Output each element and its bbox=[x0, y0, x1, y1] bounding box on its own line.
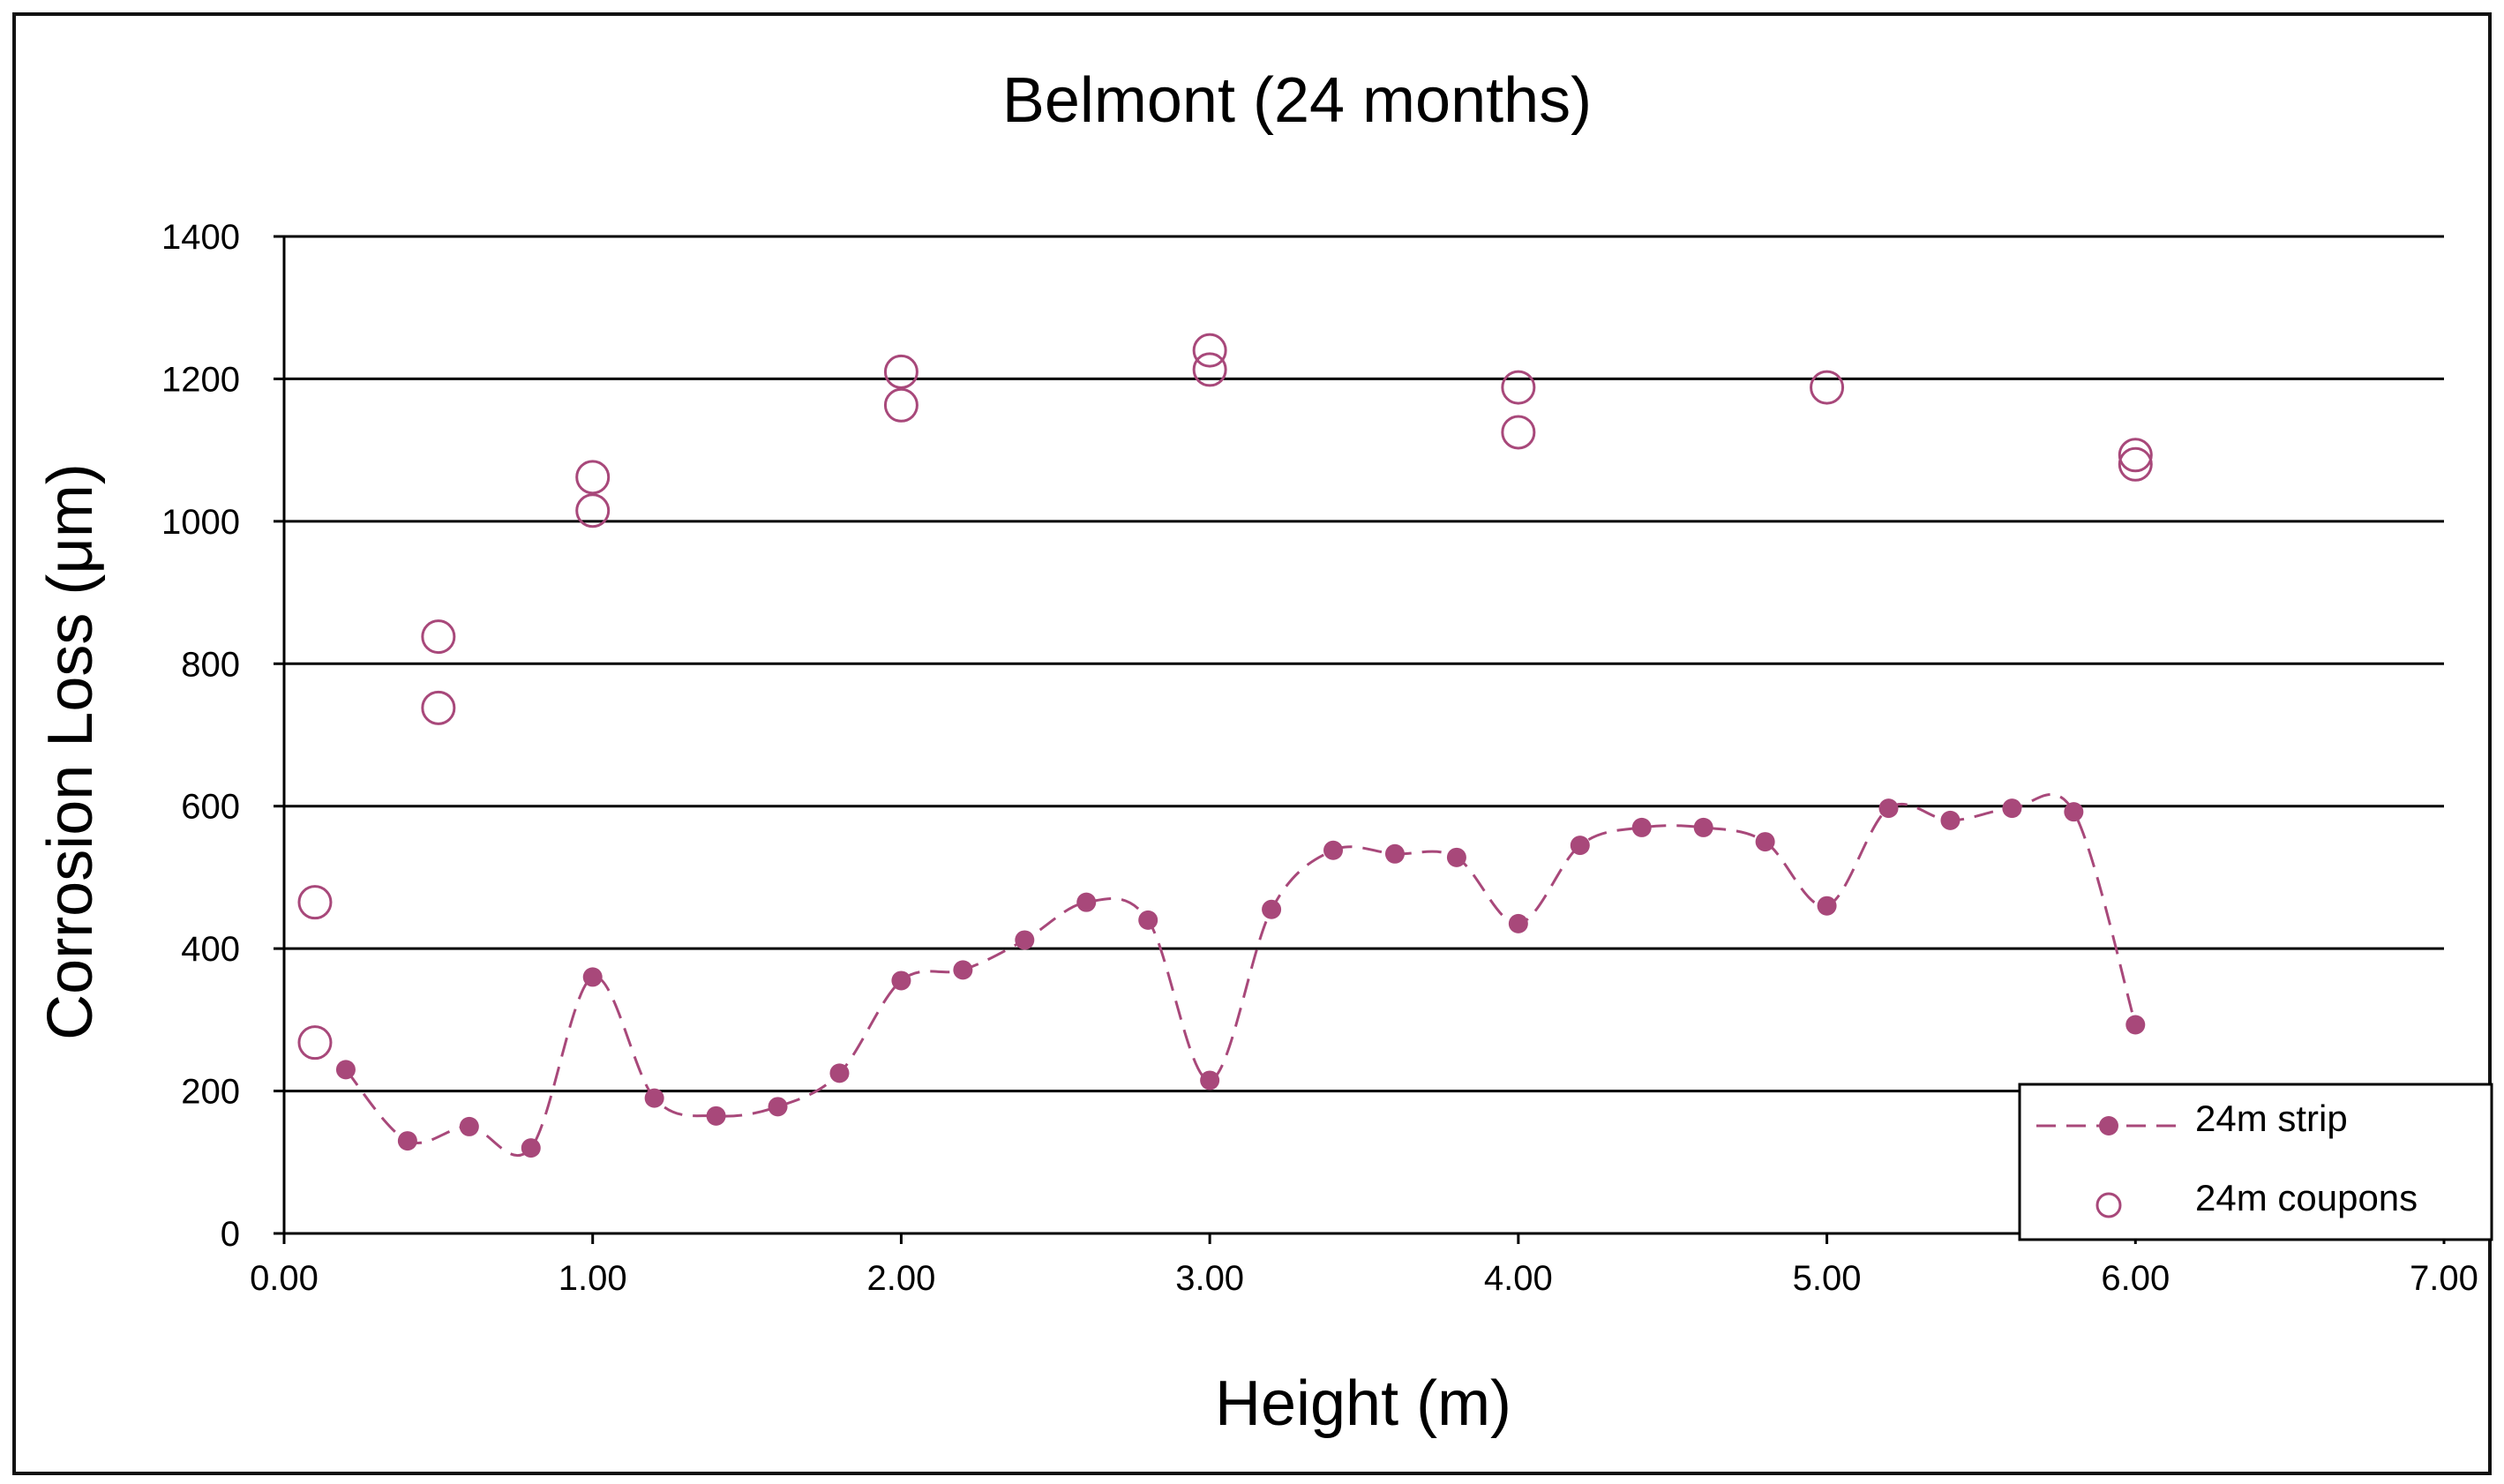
y-tick-label: 600 bbox=[181, 788, 240, 827]
chart-title: Belmont (24 months) bbox=[1002, 65, 1592, 136]
strip-point bbox=[1015, 930, 1034, 949]
strip-point bbox=[645, 1089, 664, 1108]
y-tick-label: 1200 bbox=[161, 360, 240, 399]
strip-point bbox=[1509, 914, 1528, 933]
x-tick-label: 4.00 bbox=[1484, 1259, 1553, 1298]
strip-point bbox=[1756, 832, 1775, 851]
strip-series bbox=[336, 794, 2145, 1158]
coupon-point bbox=[2119, 439, 2151, 471]
strip-point bbox=[1632, 818, 1652, 837]
coupon-point bbox=[423, 692, 454, 723]
y-tick-label: 1400 bbox=[161, 218, 240, 257]
legend-strip-label: 24m strip bbox=[2195, 1098, 2348, 1139]
y-tick-labels: 0 200 400 600 800 1000 1200 1400 bbox=[161, 218, 240, 1254]
strip-point bbox=[707, 1106, 726, 1126]
strip-point bbox=[1447, 848, 1466, 867]
strip-point bbox=[1385, 844, 1405, 864]
strip-point bbox=[398, 1131, 417, 1150]
strip-point bbox=[2002, 798, 2021, 818]
coupon-point bbox=[299, 887, 331, 918]
strip-point bbox=[1323, 841, 1343, 860]
strip-point bbox=[829, 1063, 849, 1083]
coupon-point bbox=[1811, 371, 1843, 403]
strip-point bbox=[891, 971, 911, 990]
strip-point bbox=[1818, 896, 1837, 916]
coupon-point bbox=[577, 461, 609, 493]
y-axis-label: Corrosion Loss (μm) bbox=[35, 463, 106, 1040]
strip-point bbox=[1694, 818, 1713, 837]
y-tick-label: 400 bbox=[181, 930, 240, 969]
coupon-point bbox=[885, 389, 917, 421]
x-tick-labels: 0.00 1.00 2.00 3.00 4.00 5.00 6.00 7.00 bbox=[250, 1259, 2478, 1298]
coupon-point bbox=[2119, 448, 2151, 480]
x-tick-label: 5.00 bbox=[1793, 1259, 1862, 1298]
strip-point bbox=[953, 960, 972, 979]
x-tick-label: 3.00 bbox=[1175, 1259, 1244, 1298]
coupon-point bbox=[1503, 416, 1534, 448]
strip-point bbox=[1138, 911, 1158, 930]
strip-point bbox=[1262, 900, 1281, 919]
chart-canvas: Belmont (24 months) 0 200 400 600 800 1000 120… bbox=[0, 0, 2504, 1484]
coupon-point bbox=[1503, 371, 1534, 403]
strip-point bbox=[336, 1060, 356, 1079]
coupon-point bbox=[299, 1027, 331, 1059]
strip-point bbox=[521, 1138, 541, 1158]
x-tick-label: 0.00 bbox=[250, 1259, 319, 1298]
coupon-point bbox=[885, 356, 917, 387]
x-tick-label: 1.00 bbox=[559, 1259, 627, 1298]
y-tick-label: 0 bbox=[221, 1215, 240, 1254]
legend-coupon-label: 24m coupons bbox=[2195, 1177, 2418, 1218]
strip-point bbox=[460, 1117, 479, 1136]
coupon-point bbox=[1194, 354, 1226, 386]
x-tick-label: 2.00 bbox=[866, 1259, 935, 1298]
coupon-point bbox=[423, 621, 454, 653]
strip-point bbox=[768, 1097, 788, 1116]
strip-point bbox=[2064, 802, 2083, 821]
strip-point bbox=[1940, 811, 1960, 830]
x-tick-label: 7.00 bbox=[2410, 1259, 2478, 1298]
strip-point bbox=[1200, 1070, 1219, 1090]
y-tick-label: 200 bbox=[181, 1073, 240, 1112]
strip-series-line bbox=[346, 794, 2135, 1155]
strip-point bbox=[1076, 893, 1096, 912]
strip-point bbox=[2125, 1016, 2145, 1035]
legend-strip-marker bbox=[2099, 1116, 2118, 1135]
y-tick-label: 1000 bbox=[161, 503, 240, 542]
y-tick-label: 800 bbox=[181, 645, 240, 684]
x-tick-label: 6.00 bbox=[2101, 1259, 2170, 1298]
strip-point bbox=[1879, 798, 1899, 818]
strip-point bbox=[1571, 836, 1590, 855]
legend: 24m strip 24m coupons bbox=[2020, 1084, 2492, 1240]
coupon-point bbox=[1194, 334, 1226, 366]
gridlines bbox=[284, 236, 2444, 1091]
strip-point bbox=[583, 967, 603, 986]
x-axis-label: Height (m) bbox=[1215, 1368, 1511, 1439]
